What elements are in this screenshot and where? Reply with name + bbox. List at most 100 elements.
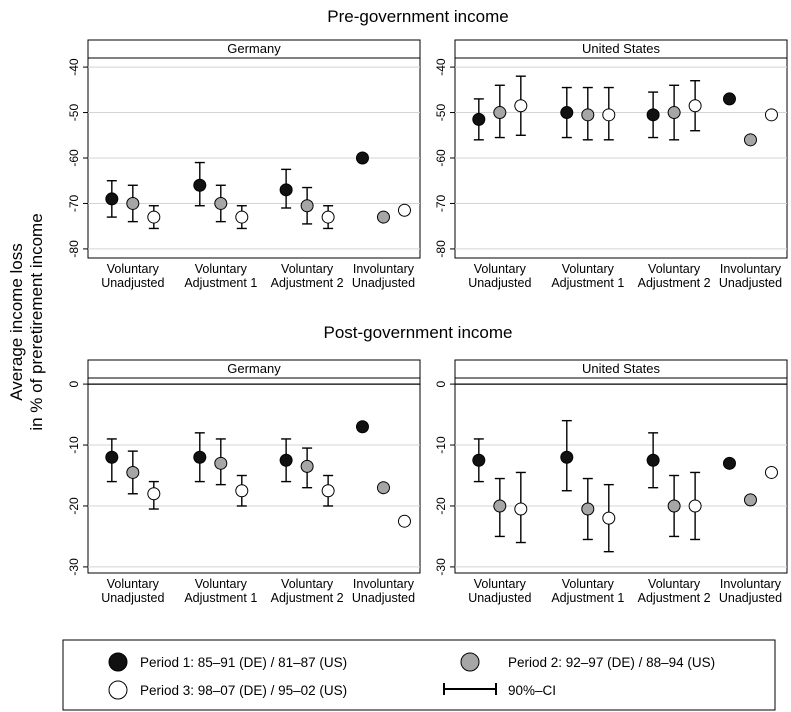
- y-tick-label: -30: [434, 558, 448, 576]
- y-tick-label: 0: [67, 380, 81, 387]
- point-period-1: [560, 106, 574, 120]
- category-label: Adjustment 1: [184, 276, 257, 290]
- y-tick-label: -60: [67, 149, 81, 167]
- point-period-3: [235, 210, 249, 224]
- category-label: Adjustment 1: [551, 591, 624, 605]
- y-axis-label: Average income loss in % of preretiremen…: [7, 213, 46, 430]
- panel-2: Germany0-10-20-30VoluntaryUnadjustedVolu…: [67, 359, 421, 605]
- category-label: Unadjusted: [719, 276, 782, 290]
- panel-title: Germany: [227, 41, 281, 56]
- legend-label-period-3: Period 3: 98–07 (DE) / 95–02 (US): [140, 683, 347, 698]
- section-title-pre: Pre-government income: [327, 7, 508, 26]
- point-period-2: [493, 106, 507, 120]
- category-label: Voluntary: [562, 262, 615, 276]
- section-title-post: Post-government income: [324, 323, 513, 342]
- panel-3: United States0-10-20-30VoluntaryUnadjust…: [434, 359, 788, 605]
- y-tick-label: -50: [67, 104, 81, 122]
- category-label: Voluntary: [195, 262, 248, 276]
- point-period-1: [646, 453, 660, 467]
- legend-marker-period-1: [108, 652, 128, 672]
- point-period-2: [376, 481, 390, 495]
- point-period-3: [764, 465, 778, 479]
- point-period-2: [126, 196, 140, 210]
- legend-label-period-1: Period 1: 85–91 (DE) / 81–87 (US): [140, 655, 347, 670]
- panel-title: United States: [582, 41, 661, 56]
- point-period-3: [397, 514, 411, 528]
- category-label: Unadjusted: [352, 276, 415, 290]
- point-period-2: [581, 502, 595, 516]
- point-period-3: [514, 99, 528, 113]
- point-period-3: [147, 210, 161, 224]
- legend-label-ci: 90%–CI: [508, 683, 556, 698]
- category-label: Voluntary: [281, 262, 334, 276]
- y-tick-label: -20: [434, 497, 448, 515]
- category-label: Voluntary: [107, 577, 160, 591]
- point-period-2: [581, 108, 595, 122]
- y-tick-label: -60: [434, 149, 448, 167]
- y-tick-label: -80: [67, 240, 81, 258]
- category-label: Adjustment 2: [638, 276, 711, 290]
- point-period-1: [722, 92, 736, 106]
- point-period-1: [279, 453, 293, 467]
- y-tick-label: -20: [67, 497, 81, 515]
- y-tick-label: -10: [434, 436, 448, 454]
- point-period-2: [493, 499, 507, 513]
- point-period-1: [646, 108, 660, 122]
- category-label: Adjustment 2: [638, 591, 711, 605]
- category-label: Voluntary: [648, 577, 701, 591]
- point-period-1: [193, 178, 207, 192]
- point-period-3: [764, 108, 778, 122]
- point-period-1: [560, 450, 574, 464]
- y-tick-label: -70: [434, 194, 448, 212]
- point-period-1: [279, 183, 293, 197]
- category-label: Voluntary: [474, 262, 527, 276]
- point-period-2: [300, 459, 314, 473]
- category-label: Involuntary: [353, 262, 415, 276]
- category-label: Voluntary: [107, 262, 160, 276]
- point-period-2: [214, 456, 228, 470]
- category-label: Unadjusted: [101, 591, 164, 605]
- point-period-2: [376, 210, 390, 224]
- point-period-2: [300, 199, 314, 213]
- category-label: Voluntary: [474, 577, 527, 591]
- point-period-1: [193, 450, 207, 464]
- point-period-2: [743, 133, 757, 147]
- category-label: Unadjusted: [719, 591, 782, 605]
- point-period-3: [602, 108, 616, 122]
- point-period-3: [514, 502, 528, 516]
- point-period-1: [355, 151, 369, 165]
- legend-label-period-2: Period 2: 92–97 (DE) / 88–94 (US): [508, 655, 715, 670]
- chart-panels: Germany-40-50-60-70-80VoluntaryUnadjuste…: [67, 39, 788, 605]
- y-tick-label: -40: [434, 58, 448, 76]
- point-period-3: [602, 511, 616, 525]
- category-label: Involuntary: [720, 577, 782, 591]
- point-period-3: [147, 487, 161, 501]
- point-period-2: [743, 493, 757, 507]
- category-label: Unadjusted: [468, 591, 531, 605]
- legend-box: [62, 639, 776, 711]
- legend: Period 1: 85–91 (DE) / 81–87 (US) Period…: [62, 639, 776, 711]
- category-label: Adjustment 2: [271, 276, 344, 290]
- category-label: Adjustment 1: [551, 276, 624, 290]
- point-period-3: [688, 99, 702, 113]
- category-label: Unadjusted: [468, 276, 531, 290]
- y-tick-label: -70: [67, 194, 81, 212]
- point-period-2: [667, 106, 681, 120]
- legend-marker-period-3: [108, 680, 128, 700]
- point-period-3: [235, 484, 249, 498]
- point-period-1: [105, 192, 119, 206]
- point-period-2: [214, 196, 228, 210]
- point-period-1: [355, 420, 369, 434]
- point-period-1: [472, 453, 486, 467]
- panel-title: United States: [582, 361, 661, 376]
- point-period-1: [722, 456, 736, 470]
- category-label: Voluntary: [562, 577, 615, 591]
- category-label: Voluntary: [648, 262, 701, 276]
- plot-area: [87, 377, 421, 574]
- point-period-1: [105, 450, 119, 464]
- y-tick-label: 0: [434, 380, 448, 387]
- y-tick-label: -80: [434, 240, 448, 258]
- y-tick-label: -40: [67, 58, 81, 76]
- category-label: Adjustment 1: [184, 591, 257, 605]
